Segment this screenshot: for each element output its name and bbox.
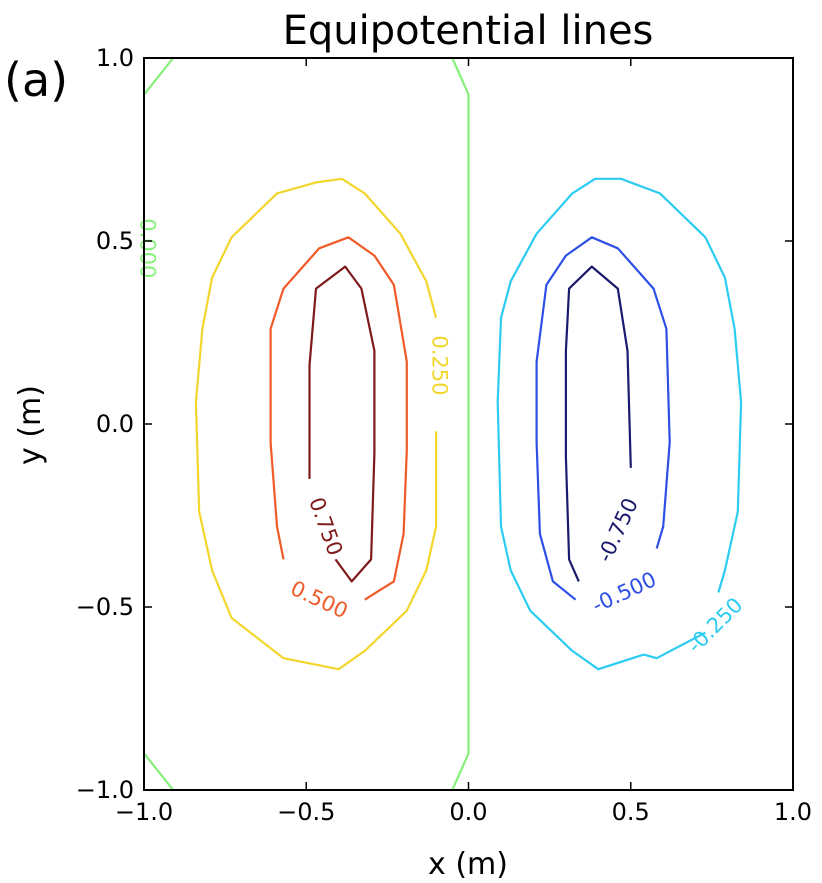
contour-line-level-0-segment-0 [308, 265, 376, 583]
x-tick-label-1: −0.5 [277, 798, 335, 826]
x-tick-label-0: −1.0 [115, 798, 173, 826]
y-tick-label-3: 0.5 [96, 227, 134, 255]
y-axis-label: y (m) [13, 385, 48, 465]
contour-line-level-3-segment-0 [144, 58, 175, 96]
x-tick-label-4: 1.0 [774, 798, 812, 826]
contour-line-level-6-segment-1 [496, 177, 743, 671]
contour-label-level-2: 0.250 [427, 335, 451, 395]
contour-line-level-3-segment-2 [144, 752, 175, 790]
contour-label-level-0: 0.750 [304, 494, 347, 559]
contour-label-level-3: 0.000 [135, 218, 159, 278]
contour-label-level-6: -0.250 [683, 593, 748, 658]
y-tick-label-0: −1.0 [76, 776, 134, 804]
contour-line-level-5-segment-0 [535, 236, 671, 601]
plot-frame [143, 57, 794, 791]
contour-label-level-1: 0.500 [287, 576, 352, 623]
y-tick-label-2: 0.0 [96, 410, 134, 438]
contour-line-level-6-segment-0 [643, 631, 706, 660]
x-tick-label-2: 0.0 [449, 798, 487, 826]
contour-line-level-4-segment-0 [564, 265, 632, 582]
contour-lines [144, 58, 743, 790]
panel-label: (a) [4, 53, 68, 107]
contour-labels: 0.750 0.500 0.250 0.000 -0.750-0.500 -0.250 [135, 218, 747, 657]
x-axis-label: x (m) [428, 847, 508, 882]
chart-title: Equipotential lines [283, 8, 654, 54]
contour-line-level-3-segment-1 [451, 58, 470, 790]
axis-ticks: −1.0 −0.5 0.0 0.5 1.0 −1.0 −0.5 0.0 0.5 1.0 [76, 44, 812, 826]
contour-line-level-1-segment-0 [269, 236, 408, 601]
contour-label-level-4: -0.750 [593, 494, 643, 566]
y-tick-label-4: 1.0 [96, 44, 134, 72]
contour-label-level-5: -0.500 [589, 567, 661, 617]
contour-line-level-2-segment-0 [194, 177, 438, 671]
y-tick-label-1: −0.5 [76, 593, 134, 621]
x-tick-label-3: 0.5 [612, 798, 650, 826]
